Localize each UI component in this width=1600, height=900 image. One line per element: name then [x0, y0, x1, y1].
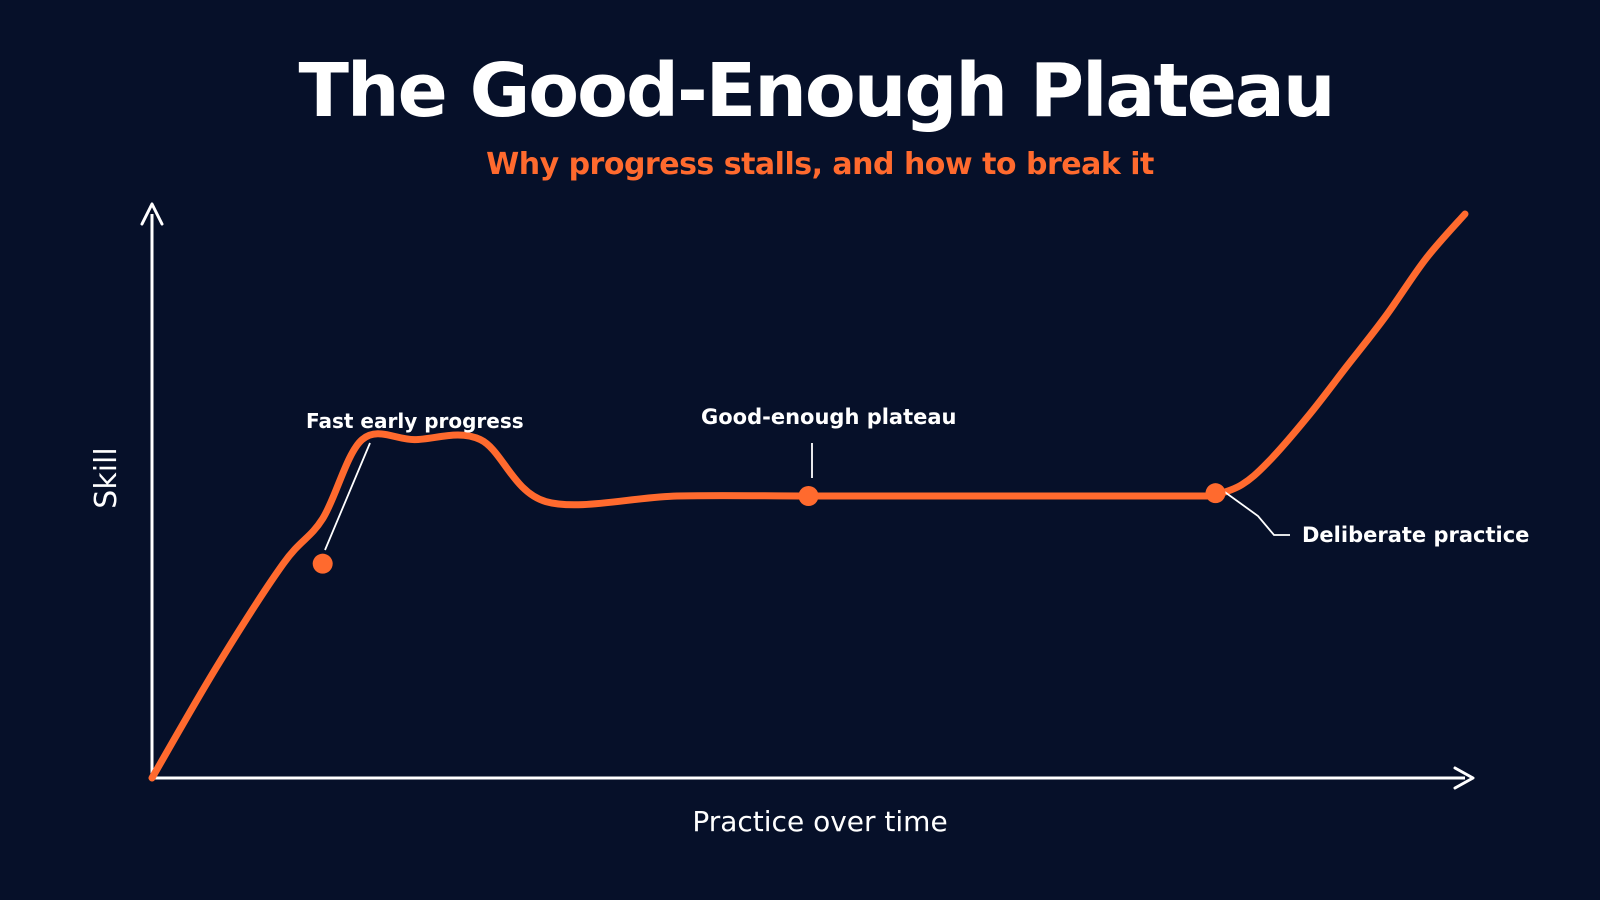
deliberate-practice-label: Deliberate practice [1302, 523, 1529, 547]
fast-progress-marker [312, 553, 333, 574]
plateau-marker [798, 486, 819, 506]
x-axis-arrowhead [1453, 766, 1475, 790]
skill-curve-line [148, 210, 1469, 782]
x-axis-title: Practice over time [692, 805, 947, 838]
deliberate-practice-leader-line [1221, 489, 1290, 536]
deliberate-practice-marker [1205, 483, 1226, 504]
y-axis-title: Skill [89, 447, 124, 508]
fast-progress-label: Fast early progress [306, 409, 524, 433]
page-title: The Good-Enough Plateau [298, 48, 1335, 134]
y-axis-arrowhead [140, 202, 164, 226]
plateau-label: Good-enough plateau [701, 405, 957, 429]
fast-progress-leader-line [324, 442, 371, 551]
page-subtitle: Why progress stalls, and how to break it [486, 147, 1154, 182]
